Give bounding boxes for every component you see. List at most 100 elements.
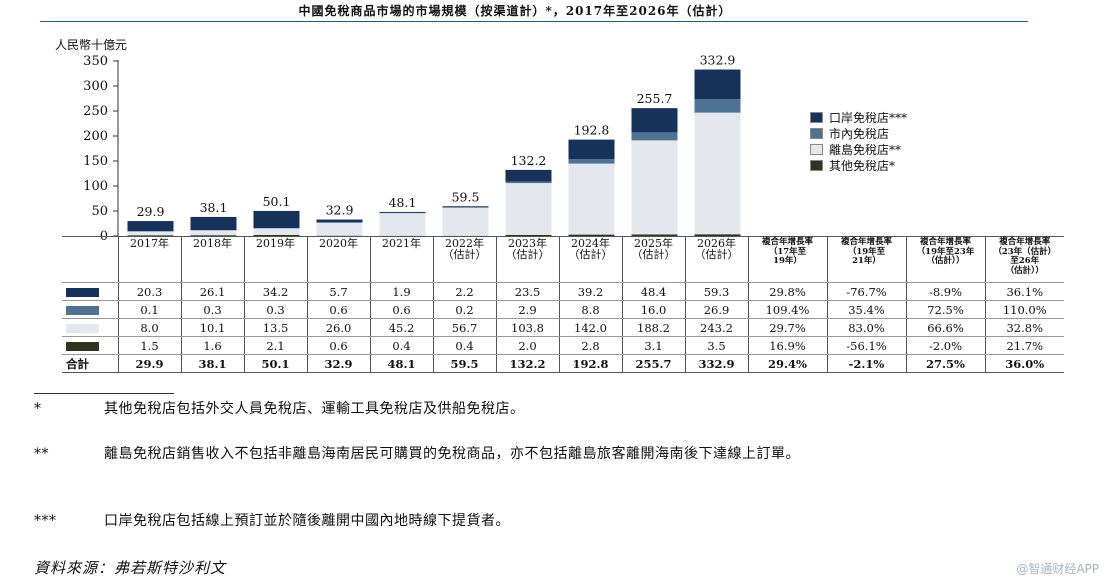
table-cell: 3.5 — [684, 336, 748, 355]
bar-port-2 — [253, 210, 300, 229]
cagr-header-0: 複合年增長率 （17年至 19年） — [747, 236, 827, 283]
bar-port-4 — [379, 211, 426, 213]
table-cell: 110.0% — [984, 300, 1064, 319]
table-cell: 103.8 — [495, 318, 559, 337]
table-cell: 3.1 — [621, 336, 685, 355]
table-row-offshore-label — [62, 318, 118, 337]
table-cell: 192.8 — [558, 354, 622, 373]
year-header-6: 2023年 （估計） — [495, 236, 559, 283]
chart-title: 中國免稅商品市場的市場規模（按渠道計）*，2017年至2026年（估計） — [298, 4, 732, 18]
table-cell: 45.2 — [369, 318, 433, 337]
table-cell: 2.8 — [558, 336, 622, 355]
year-header-9: 2026年 （估計） — [684, 236, 748, 283]
year-header-3: 2020年 — [306, 236, 370, 283]
table-cell: 0.4 — [432, 336, 496, 355]
table-cell: 36.1% — [984, 282, 1064, 301]
bar-port-5 — [442, 206, 489, 208]
table-cell: 50.1 — [243, 354, 307, 373]
table-cell: 0.3 — [180, 300, 244, 319]
table-cell: 109.4% — [747, 300, 827, 319]
table-header-blank — [62, 236, 118, 283]
chart-legend: 口岸免稅店*** 市內免稅店 離島免稅店** 其他免稅店* — [810, 109, 907, 173]
year-header-4: 2021年 — [369, 236, 433, 283]
total-label-8: 255.7 — [637, 91, 673, 106]
bar-offshore-7 — [568, 163, 615, 235]
source-note: 資料來源：弗若斯特沙利文 — [34, 559, 227, 577]
table-cell: 0.6 — [369, 300, 433, 319]
table-cell: 59.5 — [432, 354, 496, 373]
table-cell: 29.9 — [117, 354, 181, 373]
table-cell: 2.1 — [243, 336, 307, 355]
year-header-0: 2017年 — [117, 236, 181, 283]
watermark: @智通财经APP — [1016, 562, 1099, 576]
y-tick-label-300: 300 — [83, 79, 108, 94]
table-cell: 26.9 — [684, 300, 748, 319]
table-cell: 29.8% — [747, 282, 827, 301]
table-cell: 0.3 — [243, 300, 307, 319]
table-cell: 27.5% — [905, 354, 985, 373]
table-cell: 48.1 — [369, 354, 433, 373]
total-label-6: 132.2 — [511, 153, 547, 168]
table-row-downtown-label — [62, 300, 118, 319]
table-cell: 2.9 — [495, 300, 559, 319]
table-cell: 56.7 — [432, 318, 496, 337]
bar-offshore-2 — [253, 228, 300, 235]
legend-label-port: 口岸免稅店*** — [829, 110, 908, 125]
bar-offshore-0 — [127, 231, 174, 236]
table-cell: 26.0 — [306, 318, 370, 337]
table-row-downtown: 0.1 0.3 0.3 0.6 0.6 0.2 2.9 8.8 16.0 26.9 109.4% 35… — [62, 300, 1064, 319]
bar-other-1 — [190, 235, 237, 236]
bar-downtown-9 — [694, 99, 741, 113]
table-cell: 16.9% — [747, 336, 827, 355]
total-row-label-text: 合計 — [66, 356, 89, 371]
table-cell: 16.0 — [621, 300, 685, 319]
table-cell: 29.7% — [747, 318, 827, 337]
table-cell: 142.0 — [558, 318, 622, 337]
footnote-1-mark: * — [34, 401, 42, 417]
legend-item-port: 口岸免稅店*** — [810, 109, 907, 125]
bar-port-8 — [631, 108, 678, 133]
year-header-2: 2019年 — [243, 236, 307, 283]
legend-label-other: 其他免稅店* — [829, 158, 896, 173]
title-rule — [40, 21, 1028, 22]
table-cell: 83.0% — [826, 318, 906, 337]
table-cell: 188.2 — [621, 318, 685, 337]
table-cell: 36.0% — [984, 354, 1064, 373]
total-label-4: 48.1 — [389, 195, 417, 210]
bar-other-2 — [253, 234, 300, 236]
table-cell: 2.2 — [432, 282, 496, 301]
footnote-3-text: 口岸免稅店包括線上預訂並於隨後離開中國內地時線下提貨者。 — [104, 513, 510, 529]
legend-label-downtown: 市內免稅店 — [829, 126, 890, 141]
table-cell: 2.0 — [495, 336, 559, 355]
y-tick-label-200: 200 — [83, 129, 108, 144]
table-cell: 332.9 — [684, 354, 748, 373]
y-tick-label-250: 250 — [83, 104, 108, 119]
table-row-other-label — [62, 336, 118, 355]
total-label-3: 32.9 — [326, 203, 354, 218]
year-header-5: 2022年 （估計） — [432, 236, 496, 283]
year-header-7: 2024年 （估計） — [558, 236, 622, 283]
table-cell: 66.6% — [905, 318, 985, 337]
table-row-port: 20.3 26.1 34.2 5.7 1.9 2.2 23.5 39.2 48.4 59.3 29.… — [62, 282, 1064, 301]
bar-offshore-9 — [694, 112, 741, 235]
bar-downtown-7 — [568, 159, 615, 164]
bar-port-7 — [568, 139, 615, 160]
bar-port-9 — [694, 69, 741, 100]
table-cell: -56.1% — [826, 336, 906, 355]
bar-downtown-8 — [631, 132, 678, 141]
total-label-1: 38.1 — [200, 200, 228, 215]
table-row-offshore: 8.0 10.1 13.5 26.0 45.2 56.7 103.8 142.0 188.2 24… — [62, 318, 1064, 337]
bar-other-9 — [694, 234, 741, 236]
table-cell: 8.0 — [117, 318, 181, 337]
total-label-7: 192.8 — [574, 123, 610, 138]
y-tick-label-150: 150 — [83, 154, 108, 169]
table-cell: 0.2 — [432, 300, 496, 319]
total-label-2: 50.1 — [263, 194, 291, 209]
table-cell: 48.4 — [621, 282, 685, 301]
table-cell: 10.1 — [180, 318, 244, 337]
table-cell: -76.7% — [826, 282, 906, 301]
bar-other-6 — [505, 235, 552, 236]
table-cell: 1.5 — [117, 336, 181, 355]
table-cell: -2.1% — [826, 354, 906, 373]
table-cell: 0.6 — [306, 300, 370, 319]
